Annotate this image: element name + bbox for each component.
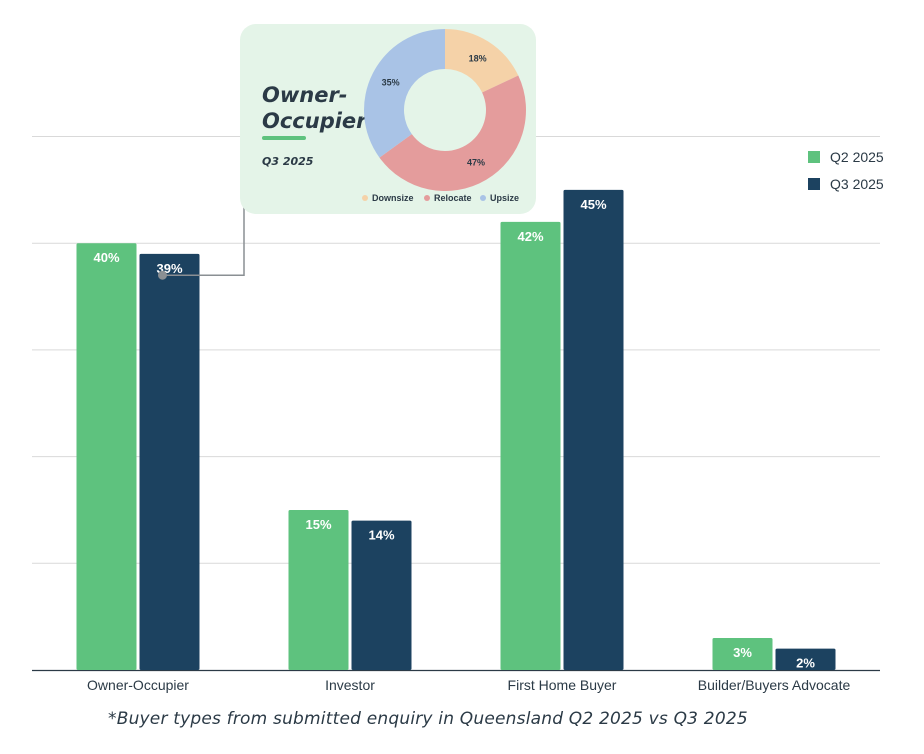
inset-title: Owner-Occupier bbox=[262, 83, 367, 133]
legend-label: Q2 2025 bbox=[830, 149, 884, 165]
legend-swatch bbox=[808, 151, 820, 163]
owner-occupier-breakdown-card: Owner-Occupier Q3 2025 18% 47% 35% Downsize… bbox=[240, 24, 536, 214]
donut-slice-relocate bbox=[379, 75, 526, 191]
donut-slice-label: 18% bbox=[469, 53, 487, 63]
donut-legend-label: Downsize bbox=[372, 193, 414, 203]
category-label: Investor bbox=[325, 677, 375, 693]
connector-dot-start bbox=[158, 270, 167, 280]
bar-investor-q2-2025 bbox=[288, 509, 349, 670]
legend-swatch bbox=[808, 178, 820, 190]
donut-slice-label: 47% bbox=[467, 158, 485, 168]
bar-series: 40%39%Owner-Occupier15%14%Investor42%45%… bbox=[76, 189, 851, 693]
donut-legend-swatch bbox=[424, 195, 430, 201]
bar-value-label: 2% bbox=[796, 656, 815, 671]
bar-value-label: 14% bbox=[368, 528, 394, 543]
inset-title-underline bbox=[262, 136, 306, 140]
bar-builder-buyers-advocate-q2-2025 bbox=[712, 637, 773, 670]
bar-first-home-buyer-q2-2025 bbox=[500, 221, 561, 671]
donut-legend-label: Relocate bbox=[434, 193, 472, 203]
bar-value-label: 3% bbox=[733, 645, 752, 660]
legend-label: Q3 2025 bbox=[830, 176, 884, 192]
legend: Q2 2025 Q3 2025 bbox=[808, 149, 884, 192]
donut-slice-downsize bbox=[445, 29, 519, 93]
bar-owner-occupier-q2-2025 bbox=[76, 243, 137, 670]
bar-value-label: 15% bbox=[305, 517, 331, 532]
donut-slice-upsize bbox=[364, 29, 445, 158]
bar-investor-q3-2025 bbox=[351, 520, 412, 670]
bar-first-home-buyer-q3-2025 bbox=[563, 189, 624, 670]
bar-builder-buyers-advocate-q3-2025 bbox=[775, 648, 836, 670]
bar-owner-occupier-q3-2025 bbox=[139, 253, 200, 670]
donut-legend-swatch bbox=[480, 195, 486, 201]
bar-value-label: 45% bbox=[580, 197, 606, 212]
donut-legend-label: Upsize bbox=[490, 193, 519, 203]
bar-value-label: 42% bbox=[517, 229, 543, 244]
category-label: Builder/Buyers Advocate bbox=[698, 677, 851, 693]
category-label: Owner-Occupier bbox=[87, 677, 189, 693]
donut-chart: 18% 47% 35% Downsize Relocate Upsize bbox=[362, 29, 526, 203]
inset-subtitle: Q3 2025 bbox=[262, 155, 314, 168]
donut-slice-label: 35% bbox=[382, 77, 400, 87]
chart-footnote: *Buyer types from submitted enquiry in Q… bbox=[108, 709, 748, 729]
donut-legend-swatch bbox=[362, 195, 368, 201]
bar-value-label: 40% bbox=[93, 250, 119, 265]
category-label: First Home Buyer bbox=[508, 677, 617, 693]
